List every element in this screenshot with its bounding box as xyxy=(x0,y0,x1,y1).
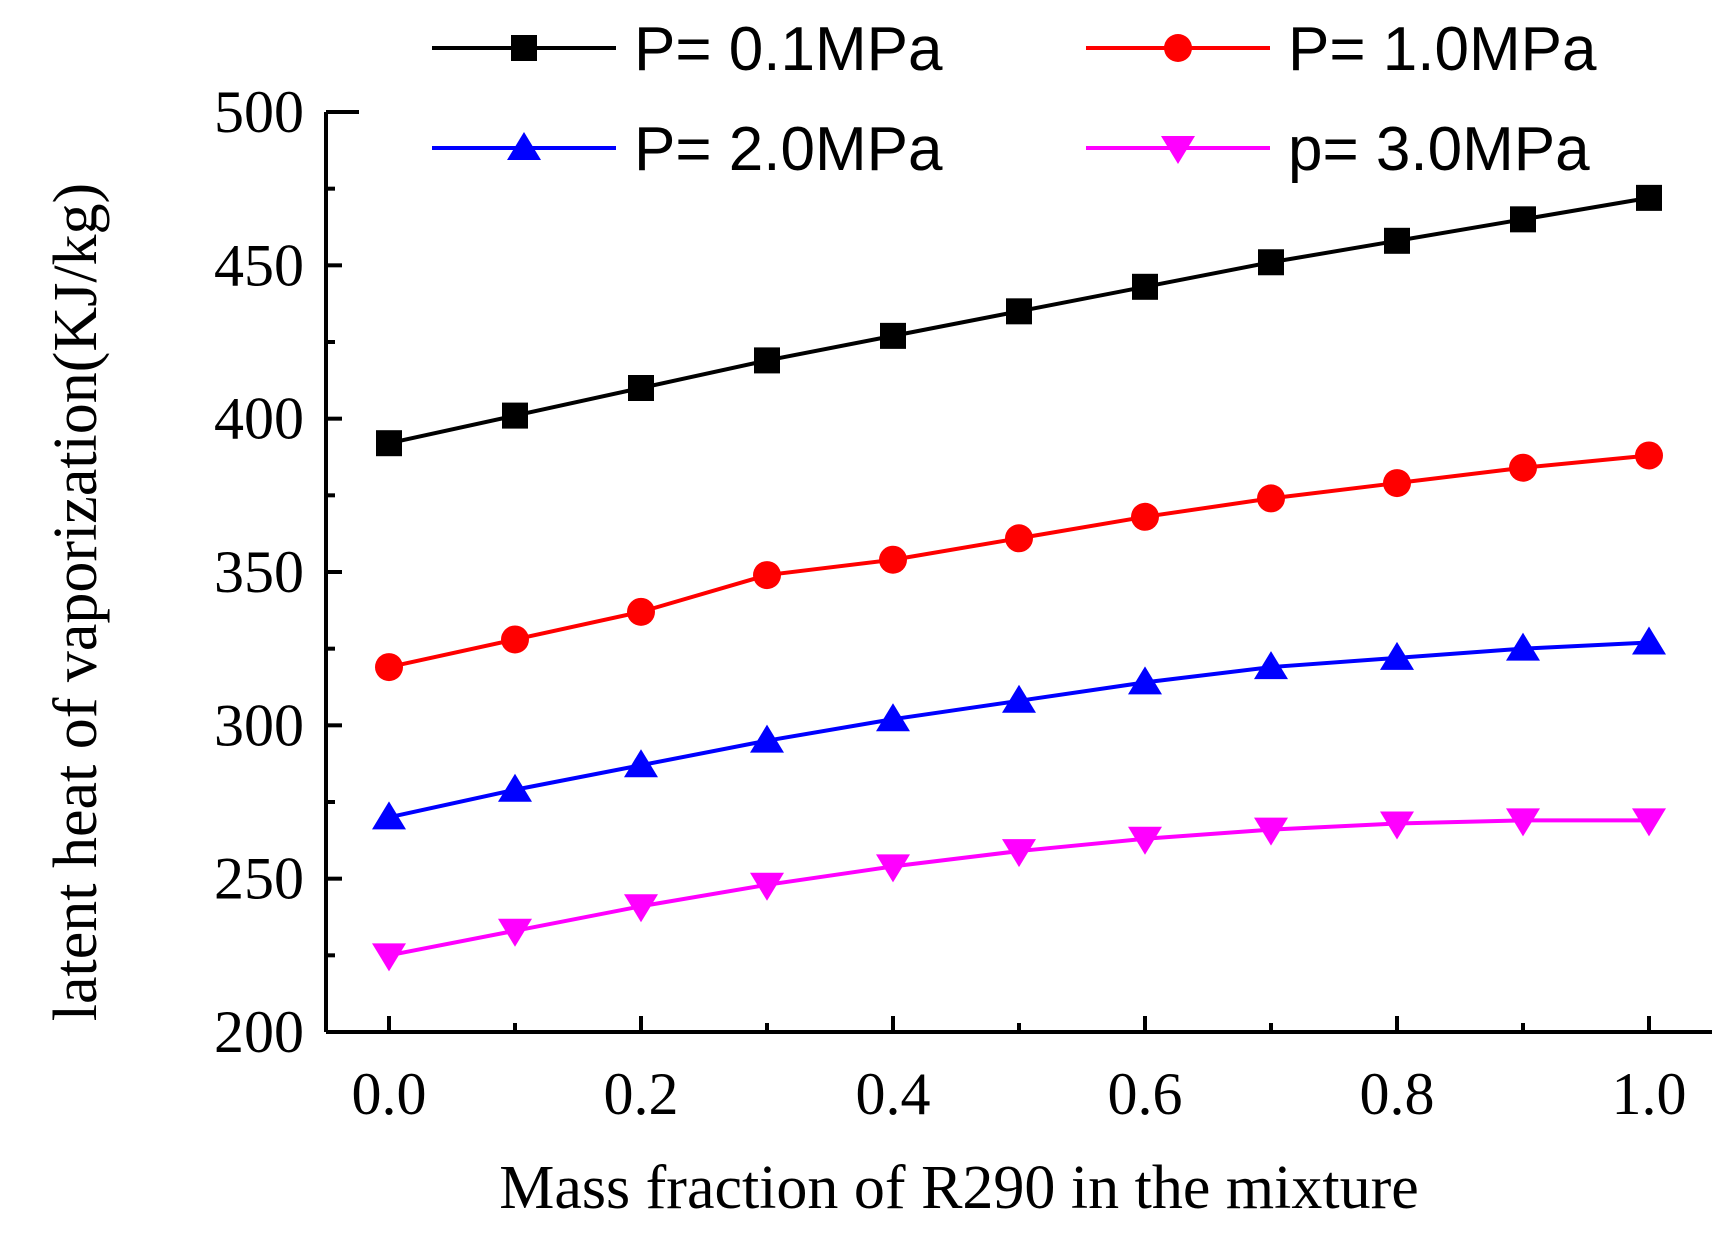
data-point xyxy=(1506,808,1540,837)
legend-swatch-marker xyxy=(507,132,541,160)
data-point xyxy=(1632,626,1666,655)
data-point xyxy=(1005,524,1033,553)
legend-label: P= 1.0MPa xyxy=(1288,15,1597,84)
data-point xyxy=(1509,453,1537,482)
data-point xyxy=(1383,469,1411,498)
x-tick-label: 0.4 xyxy=(856,1061,931,1127)
series-layer xyxy=(372,184,1666,972)
data-point xyxy=(1128,666,1162,695)
data-point xyxy=(498,773,532,802)
data-point xyxy=(372,943,406,972)
legend-item: P= 0.1MPa xyxy=(432,15,943,84)
data-point xyxy=(1636,184,1662,211)
legend-item: p= 3.0MPa xyxy=(1086,115,1590,184)
data-point xyxy=(376,430,402,457)
data-point xyxy=(1254,651,1288,680)
data-point xyxy=(1510,206,1536,233)
data-point xyxy=(1131,502,1159,531)
legend-swatch-marker xyxy=(1164,34,1192,62)
series-line xyxy=(388,453,1650,670)
series-4 xyxy=(372,808,1666,972)
y-tick-label: 350 xyxy=(214,539,304,605)
y-tick-label: 400 xyxy=(214,386,304,452)
data-point xyxy=(502,402,528,429)
legend-swatch-marker xyxy=(1161,136,1195,164)
x-tick-label: 0.0 xyxy=(352,1061,427,1127)
x-tick-label: 0.6 xyxy=(1108,1061,1183,1127)
y-tick-label: 200 xyxy=(214,999,304,1065)
data-point xyxy=(880,322,906,349)
axes: 200 250 300 350 400 450 500 0.0 0.2 0.4 0.6 0.8 1.0 xyxy=(214,79,1712,1127)
data-point xyxy=(624,894,658,923)
data-point xyxy=(753,561,781,590)
data-point xyxy=(1254,817,1288,846)
data-point xyxy=(624,749,658,778)
data-point xyxy=(1632,808,1666,837)
data-point xyxy=(876,703,910,732)
data-point xyxy=(498,918,532,947)
data-point xyxy=(750,724,784,753)
legend-label: p= 3.0MPa xyxy=(1288,115,1590,184)
data-point xyxy=(1380,641,1414,670)
data-point xyxy=(1635,441,1663,470)
data-point xyxy=(754,347,780,374)
legend: P= 0.1MPa P= 1.0MPa P= 2.0MPa p= 3.0MPa xyxy=(432,15,1597,184)
data-point xyxy=(1258,249,1284,276)
y-axis-title: latent heat of vaporization(KJ/kg) xyxy=(42,183,110,1021)
data-point xyxy=(1384,227,1410,254)
data-point xyxy=(375,653,403,682)
series-2 xyxy=(375,441,1663,682)
data-point xyxy=(1006,298,1032,325)
legend-item: P= 1.0MPa xyxy=(1086,15,1597,84)
data-point xyxy=(627,597,655,626)
data-point xyxy=(879,545,907,574)
y-tick-label: 300 xyxy=(214,692,304,758)
series-line xyxy=(388,640,1650,820)
y-tick-label: 250 xyxy=(214,846,304,912)
y-tick-label: 500 xyxy=(214,79,304,145)
data-point xyxy=(1132,273,1158,300)
legend-label: P= 0.1MPa xyxy=(634,15,943,84)
legend-item: P= 2.0MPa xyxy=(432,115,943,184)
data-point xyxy=(372,801,406,830)
data-point xyxy=(1380,811,1414,840)
data-point xyxy=(628,375,654,401)
y-tick-label: 450 xyxy=(214,232,304,298)
x-axis-title: Mass fraction of R290 in the mixture xyxy=(499,1154,1419,1222)
legend-swatch-marker xyxy=(511,35,537,61)
data-point xyxy=(1128,826,1162,855)
x-tick-label: 0.8 xyxy=(1360,1061,1435,1127)
x-tick-label: 0.2 xyxy=(604,1061,679,1127)
legend-label: P= 2.0MPa xyxy=(634,115,943,184)
series-3 xyxy=(372,626,1666,830)
data-point xyxy=(1506,632,1540,661)
data-point xyxy=(501,625,529,654)
data-point xyxy=(1002,684,1036,713)
data-point xyxy=(1002,839,1036,868)
data-point xyxy=(1257,484,1285,513)
data-point xyxy=(876,854,910,883)
data-point xyxy=(750,872,784,901)
x-tick-label: 1.0 xyxy=(1612,1061,1687,1127)
series-1 xyxy=(376,184,1662,457)
